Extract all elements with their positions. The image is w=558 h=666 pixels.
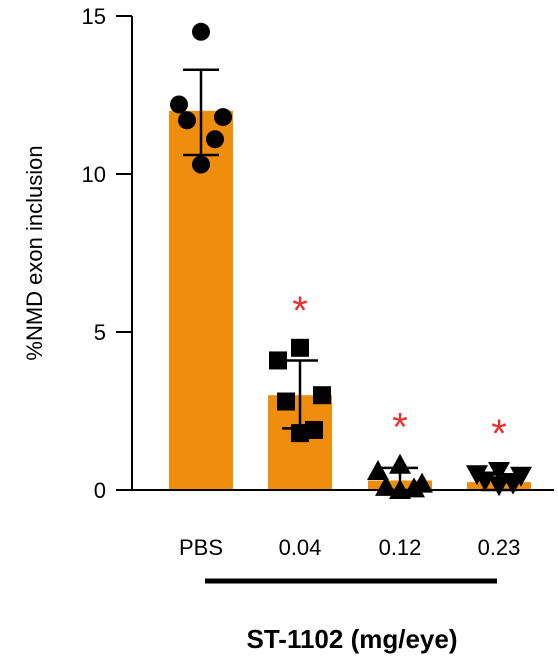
data-point-0.04-5: [305, 420, 323, 439]
y-tick-label-5: 5: [94, 320, 106, 345]
y-tick-label-15: 15: [82, 4, 106, 29]
data-point-PBS-2: [170, 95, 188, 114]
data-point-0.23-1: [488, 462, 510, 483]
x-tick-label-0.12: 0.12: [379, 535, 422, 560]
significance-mark-0.23: *: [491, 412, 507, 456]
x-tick-label-0.04: 0.04: [279, 535, 322, 560]
x-axis-label: ST-1102 (mg/eye): [247, 624, 458, 654]
data-point-0.04-3: [313, 386, 331, 405]
data-point-PBS-3: [214, 108, 232, 127]
data-point-0.12-6: [389, 479, 411, 499]
data-point-0.12-1: [389, 453, 411, 474]
x-tick-label-0.23: 0.23: [478, 535, 521, 560]
data-point-PBS-6: [192, 155, 210, 174]
data-point-0.12-5: [403, 477, 425, 498]
x-tick-label-PBS: PBS: [179, 535, 223, 560]
data-point-0.23-6: [488, 476, 510, 497]
data-point-0.04-6: [291, 424, 309, 443]
data-point-0.04-2: [269, 351, 287, 370]
significance-mark-0.12: *: [392, 406, 408, 450]
y-axis-label: %NMD exon inclusion: [22, 145, 47, 360]
data-point-0.04-4: [277, 392, 295, 411]
data-point-0.12-2: [367, 460, 389, 481]
data-point-PBS-4: [178, 111, 196, 130]
data-point-PBS-5: [206, 130, 224, 149]
y-tick-label-10: 10: [82, 162, 106, 187]
data-point-0.12-4: [375, 475, 397, 496]
significance-mark-0.04: *: [292, 289, 308, 333]
data-point-0.04-1: [291, 338, 309, 357]
data-point-PBS-1: [192, 22, 210, 41]
bar-PBS: [169, 110, 233, 491]
y-tick-label-0: 0: [94, 478, 106, 503]
